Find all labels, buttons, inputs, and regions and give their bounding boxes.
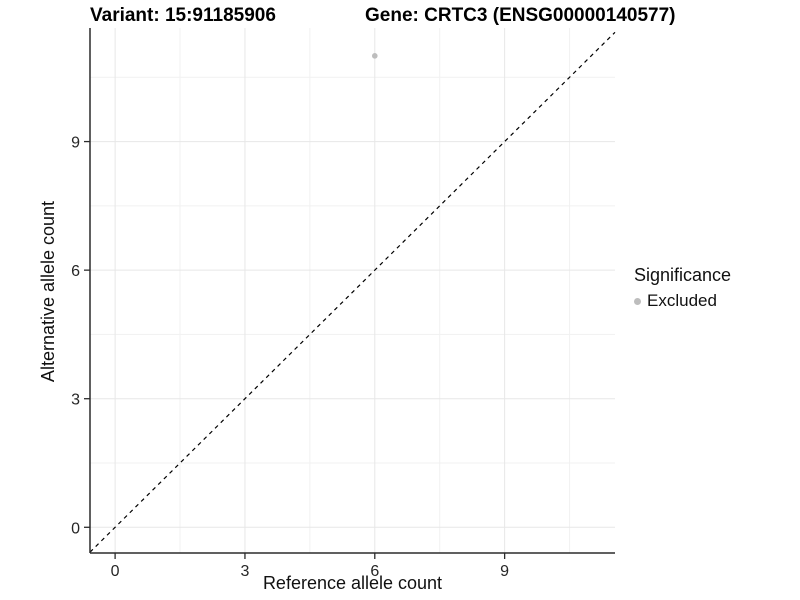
plot-title-gene: Gene: CRTC3 (ENSG00000140577) <box>365 5 676 26</box>
x-tick-label: 3 <box>240 563 249 580</box>
x-tick-label: 9 <box>500 563 509 580</box>
legend: Significance Excluded <box>634 265 731 311</box>
legend-entry-excluded: Excluded <box>634 291 731 311</box>
data-point <box>371 53 378 59</box>
legend-title: Significance <box>634 265 732 285</box>
x-tick-label: 6 <box>370 563 379 580</box>
y-tick-label: 3 <box>71 392 80 409</box>
x-tick-label: 0 <box>111 563 120 580</box>
y-tick-label: 9 <box>71 135 80 152</box>
y-tick-label: 0 <box>71 520 80 537</box>
y-tick-label: 6 <box>71 263 80 280</box>
y-axis-title: Alternative allele count <box>38 200 58 383</box>
legend-key-dot <box>634 297 641 305</box>
x-axis-title: Reference allele count <box>262 573 443 593</box>
legend-entry-label: Excluded <box>647 291 717 310</box>
plot-title-variant: Variant: 15:91185906 <box>90 5 276 26</box>
identity-reference-line <box>89 31 616 553</box>
